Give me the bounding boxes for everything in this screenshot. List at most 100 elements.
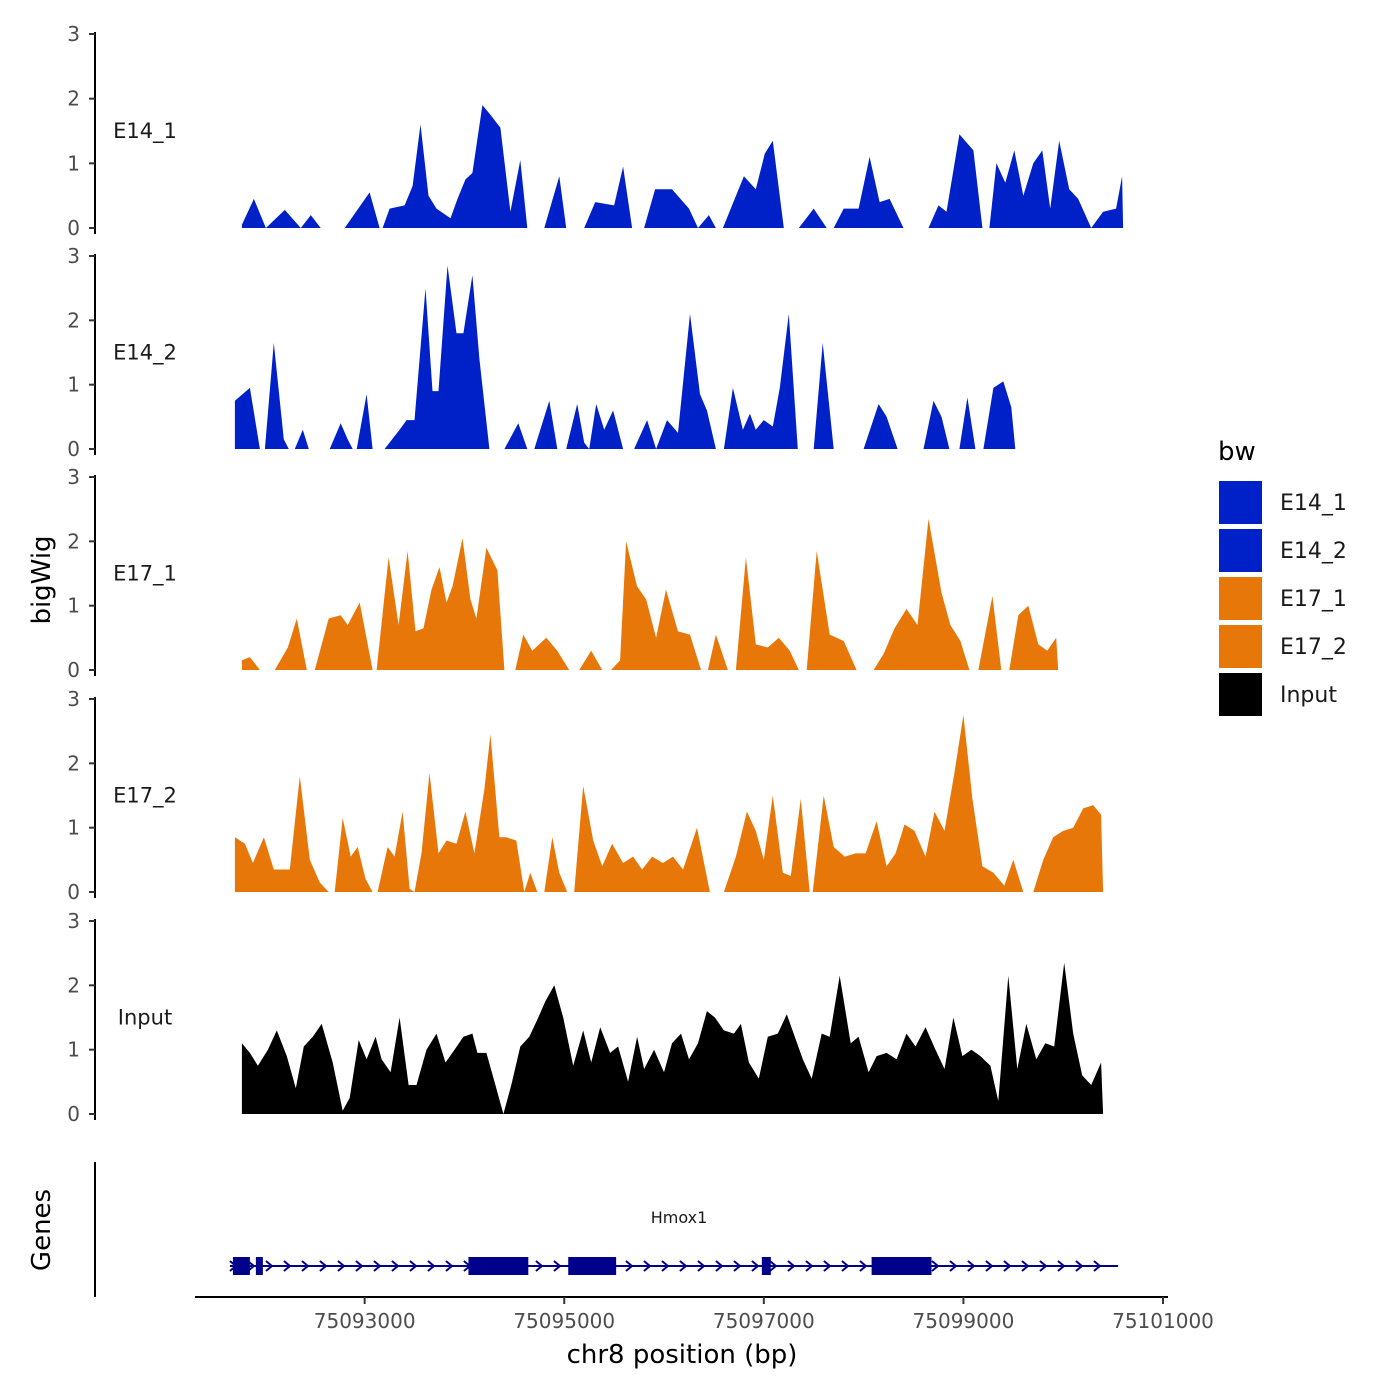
strand-arrow bbox=[733, 1260, 742, 1272]
legend: E14_1 E14_2 E17_1 E17_2 Input bbox=[1217, 479, 1347, 718]
y-tick-label: 0 bbox=[67, 658, 80, 682]
legend-item-Input: Input bbox=[1217, 671, 1337, 718]
strand-arrow bbox=[319, 1260, 328, 1272]
strand-arrow bbox=[805, 1260, 814, 1272]
strand-arrow bbox=[553, 1260, 562, 1272]
genes-axis-title: Genes bbox=[27, 1189, 57, 1271]
legend-label: E17_1 bbox=[1280, 587, 1347, 612]
strand-arrow bbox=[787, 1260, 796, 1272]
strand-arrow bbox=[1039, 1260, 1048, 1272]
bigwig-tracks: 0 1 2 3 E14_1 0 1 2 3 E14_2 0 1 2 3 E17_1 0 1 2 3 E17_2 0 1 2 3… bbox=[67, 22, 1124, 1126]
strand-arrow bbox=[247, 1260, 256, 1272]
strand-arrow bbox=[823, 1260, 832, 1272]
y-tick-label: 3 bbox=[67, 909, 80, 933]
x-tick-label: 75101000 bbox=[1112, 1309, 1214, 1333]
x-tick-label: 75097000 bbox=[713, 1309, 815, 1333]
y-tick-label: 3 bbox=[67, 465, 80, 489]
legend-swatch bbox=[1217, 575, 1264, 622]
gene-exon bbox=[761, 1257, 771, 1275]
gene-exon bbox=[232, 1257, 250, 1275]
strand-arrow bbox=[949, 1260, 958, 1272]
strand-arrow bbox=[679, 1260, 688, 1272]
legend-item-E14_2: E14_2 bbox=[1217, 527, 1347, 574]
y-tick-label: 2 bbox=[67, 751, 80, 775]
area-Input bbox=[241, 962, 1104, 1114]
track-E17_1: 0 1 2 3 E17_1 bbox=[67, 465, 1059, 682]
strand-arrow bbox=[409, 1260, 418, 1272]
strand-arrow bbox=[283, 1260, 292, 1272]
x-axis: 75093000 75095000 75097000 75099000 75101000 bbox=[195, 1296, 1214, 1333]
strand-arrow bbox=[1021, 1260, 1030, 1272]
y-tick-label: 2 bbox=[67, 308, 80, 332]
strand-arrow bbox=[697, 1260, 706, 1272]
legend-swatch bbox=[1217, 479, 1264, 526]
y-tick-label: 2 bbox=[67, 87, 80, 111]
y-tick-label: 1 bbox=[67, 151, 80, 175]
strand-arrow bbox=[373, 1260, 382, 1272]
x-tick-label: 75095000 bbox=[513, 1309, 615, 1333]
track-Input: 0 1 2 3 Input bbox=[67, 909, 1104, 1126]
strand-arrow bbox=[1057, 1260, 1066, 1272]
strand-arrow bbox=[265, 1260, 274, 1272]
strand-arrow bbox=[967, 1260, 976, 1272]
legend-item-E17_2: E17_2 bbox=[1217, 623, 1347, 670]
y-tick-label: 2 bbox=[67, 973, 80, 997]
strand-arrow bbox=[427, 1260, 436, 1272]
legend-item-E17_1: E17_1 bbox=[1217, 575, 1347, 622]
strand-arrow bbox=[625, 1260, 634, 1272]
gene-name: Hmox1 bbox=[651, 1208, 708, 1227]
y-tick-label: 3 bbox=[67, 687, 80, 711]
legend-title: bw bbox=[1218, 437, 1256, 467]
legend-label: E17_2 bbox=[1280, 635, 1347, 660]
area-E17_1 bbox=[241, 518, 1059, 670]
strand-arrow bbox=[535, 1260, 544, 1272]
legend-item-E14_1: E14_1 bbox=[1217, 479, 1347, 526]
gene-track: Hmox1 bbox=[94, 1162, 1119, 1297]
y-tick-label: 3 bbox=[67, 244, 80, 268]
area-E14_1 bbox=[241, 105, 1124, 228]
y-tick-label: 2 bbox=[67, 529, 80, 553]
track-E17_2: 0 1 2 3 E17_2 bbox=[67, 687, 1104, 904]
y-tick-label: 1 bbox=[67, 594, 80, 618]
strand-arrow bbox=[301, 1260, 310, 1272]
legend-label: E14_1 bbox=[1280, 491, 1347, 516]
track-label-Input: Input bbox=[118, 1006, 172, 1030]
track-label-E17_1: E17_1 bbox=[113, 562, 177, 587]
area-E17_2 bbox=[234, 715, 1104, 892]
y-tick-label: 0 bbox=[67, 880, 80, 904]
strand-arrow bbox=[661, 1260, 670, 1272]
gene-exon bbox=[568, 1257, 617, 1275]
strand-arrow bbox=[1093, 1260, 1102, 1272]
track-label-E17_2: E17_2 bbox=[113, 784, 177, 809]
legend-swatch bbox=[1217, 671, 1264, 718]
strand-arrow bbox=[985, 1260, 994, 1272]
strand-arrow bbox=[715, 1260, 724, 1272]
gene-exon bbox=[468, 1257, 529, 1275]
strand-arrow bbox=[769, 1260, 778, 1272]
gene-exon bbox=[255, 1257, 263, 1275]
strand-arrow bbox=[445, 1260, 454, 1272]
y-axis-title: bigWig bbox=[27, 535, 57, 624]
y-tick-label: 1 bbox=[67, 373, 80, 397]
y-tick-label: 3 bbox=[67, 22, 80, 46]
strand-arrow bbox=[355, 1260, 364, 1272]
strand-arrow bbox=[859, 1260, 868, 1272]
legend-label: E14_2 bbox=[1280, 539, 1347, 564]
legend-swatch bbox=[1217, 623, 1264, 670]
legend-label: Input bbox=[1280, 683, 1337, 708]
strand-arrow bbox=[391, 1260, 400, 1272]
track-E14_1: 0 1 2 3 E14_1 bbox=[67, 22, 1124, 240]
legend-swatch bbox=[1217, 527, 1264, 574]
strand-arrow bbox=[337, 1260, 346, 1272]
strand-arrow bbox=[931, 1260, 940, 1272]
area-E14_2 bbox=[234, 265, 1016, 449]
track-E14_2: 0 1 2 3 E14_2 bbox=[67, 244, 1016, 461]
x-tick-label: 75093000 bbox=[314, 1309, 416, 1333]
gene-exon bbox=[871, 1257, 932, 1275]
y-tick-label: 0 bbox=[67, 437, 80, 461]
x-tick-label: 75099000 bbox=[913, 1309, 1015, 1333]
y-tick-label: 0 bbox=[67, 216, 80, 240]
y-tick-label: 1 bbox=[67, 816, 80, 840]
y-tick-label: 1 bbox=[67, 1038, 80, 1062]
